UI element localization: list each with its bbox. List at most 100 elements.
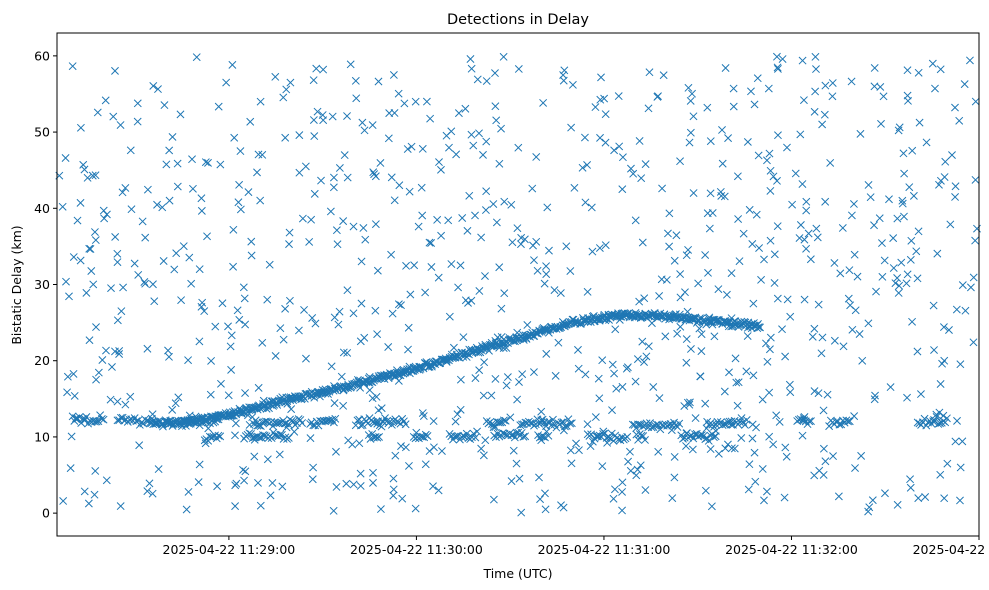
noise-detection-marker — [398, 494, 407, 503]
noise-detection-marker — [951, 437, 960, 446]
noise-detection-marker — [459, 333, 468, 342]
noise-detection-marker — [294, 326, 303, 335]
noise-detection-marker — [689, 112, 698, 121]
noise-detection-marker — [686, 96, 695, 105]
noise-detection-marker — [115, 350, 124, 358]
clutter-band-marker — [696, 431, 705, 440]
noise-detection-marker — [401, 443, 410, 452]
noise-detection-marker — [865, 503, 874, 512]
noise-detection-marker — [916, 390, 925, 399]
noise-detection-marker — [154, 465, 163, 474]
noise-detection-marker — [595, 394, 604, 403]
noise-detection-marker — [635, 137, 644, 145]
noise-detection-marker — [830, 259, 839, 267]
noise-detection-marker — [346, 60, 355, 69]
noise-detection-marker — [500, 289, 509, 298]
noise-detection-marker — [528, 184, 537, 193]
noise-detection-marker — [360, 333, 369, 342]
noise-detection-marker — [412, 428, 421, 437]
noise-detection-marker — [804, 229, 813, 238]
noise-detection-marker — [791, 169, 800, 178]
noise-detection-marker — [361, 235, 370, 244]
track-detection-marker — [697, 314, 706, 323]
noise-detection-marker — [489, 495, 498, 504]
noise-detection-marker — [309, 116, 318, 125]
noise-detection-marker — [449, 343, 458, 352]
clutter-band-marker — [737, 414, 746, 423]
noise-detection-marker — [452, 150, 461, 159]
noise-detection-marker — [437, 231, 446, 240]
noise-detection-marker — [285, 296, 294, 305]
noise-detection-marker — [773, 64, 782, 73]
clutter-band-marker — [387, 420, 396, 429]
noise-detection-marker — [278, 482, 287, 491]
noise-detection-marker — [454, 109, 463, 118]
clutter-band-marker — [91, 417, 99, 426]
noise-detection-marker — [951, 182, 960, 191]
noise-detection-marker — [302, 354, 310, 363]
noise-detection-marker — [113, 316, 122, 325]
noise-detection-marker — [307, 215, 316, 224]
noise-detection-marker — [886, 383, 895, 392]
noise-detection-marker — [58, 202, 67, 211]
noise-detection-marker — [319, 116, 328, 125]
noise-detection-marker — [626, 164, 635, 173]
noise-detection-marker — [849, 200, 858, 208]
noise-detection-marker — [135, 441, 144, 450]
clutter-band-marker — [639, 432, 648, 440]
noise-detection-marker — [654, 447, 663, 456]
noise-detection-marker — [554, 338, 563, 347]
noise-detection-marker — [168, 405, 177, 414]
noise-detection-marker — [612, 384, 621, 393]
noise-detection-marker — [799, 96, 808, 105]
clutter-band-marker — [423, 432, 432, 440]
noise-detection-marker — [828, 79, 837, 88]
clutter-band-marker — [205, 432, 214, 441]
noise-detection-marker — [79, 160, 88, 169]
noise-detection-marker — [306, 434, 315, 443]
noise-detection-marker — [141, 233, 150, 242]
noise-detection-marker — [414, 222, 423, 231]
track-detection-marker — [422, 358, 431, 367]
noise-detection-marker — [83, 173, 92, 182]
noise-detection-marker — [545, 246, 553, 255]
noise-detection-marker — [148, 489, 157, 498]
noise-detection-marker — [903, 270, 912, 279]
noise-detection-marker — [247, 251, 256, 260]
noise-detection-marker — [73, 216, 82, 225]
noise-detection-marker — [952, 305, 961, 314]
clutter-band-marker — [401, 420, 410, 429]
noise-detection-marker — [356, 469, 365, 478]
noise-detection-marker — [518, 370, 527, 379]
noise-detection-marker — [512, 459, 521, 468]
noise-detection-marker — [195, 265, 204, 274]
noise-detection-marker — [481, 436, 490, 445]
x-tick-label: 2025-04-22 11:30:00 — [350, 542, 483, 557]
noise-detection-marker — [649, 383, 658, 391]
noise-detection-marker — [517, 508, 526, 517]
noise-detection-marker — [935, 180, 943, 189]
clutter-band-marker — [507, 431, 516, 440]
noise-detection-marker — [281, 304, 290, 313]
noise-detection-marker — [119, 283, 128, 292]
clutter-band-marker — [641, 435, 649, 444]
noise-detection-marker — [342, 479, 351, 488]
noise-detection-marker — [98, 356, 107, 364]
noise-detection-marker — [91, 236, 100, 245]
noise-detection-marker — [421, 288, 430, 297]
noise-detection-marker — [241, 467, 250, 476]
noise-detection-marker — [808, 332, 817, 341]
noise-detection-marker — [174, 393, 183, 402]
noise-detection-marker — [542, 262, 551, 271]
noise-detection-marker — [870, 395, 879, 404]
clutter-band-marker — [214, 431, 223, 440]
clutter-band-marker — [253, 421, 262, 430]
noise-detection-marker — [385, 109, 394, 118]
noise-detection-marker — [765, 388, 774, 397]
noise-detection-marker — [758, 465, 767, 473]
noise-detection-marker — [871, 391, 880, 400]
noise-detection-marker — [783, 295, 792, 304]
noise-detection-marker — [127, 205, 136, 214]
clutter-band-marker — [566, 419, 575, 428]
noise-detection-marker — [268, 479, 277, 487]
